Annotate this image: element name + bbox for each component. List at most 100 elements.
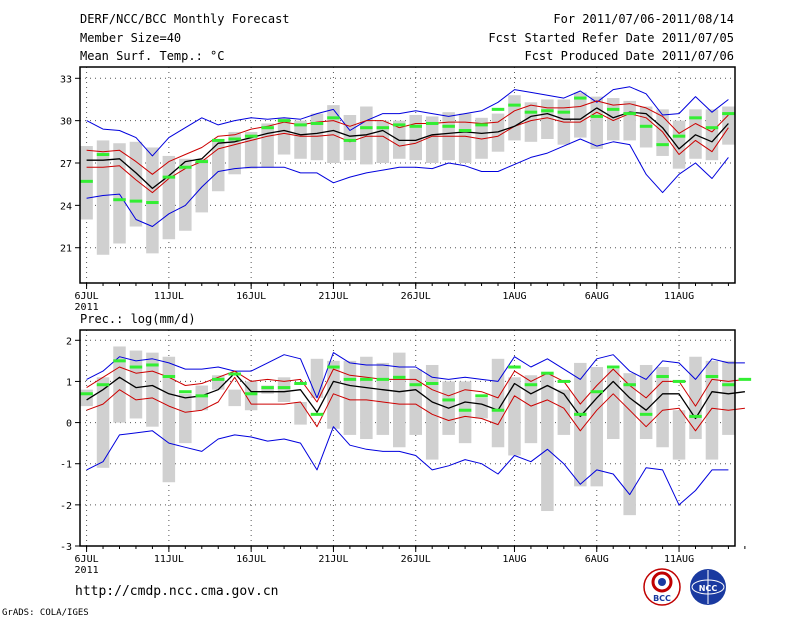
- spread-box: [623, 100, 636, 141]
- median-marker: [129, 199, 143, 203]
- median-marker: [162, 175, 176, 179]
- median-marker: [211, 138, 225, 142]
- median-marker: [343, 377, 357, 381]
- median-marker: [639, 412, 653, 416]
- median-marker: [656, 143, 669, 147]
- spread-box: [244, 381, 258, 411]
- median-marker: [442, 124, 455, 128]
- spread-box: [179, 158, 192, 231]
- max-line: [86, 86, 729, 157]
- median-marker: [228, 372, 241, 376]
- median-marker: [179, 165, 192, 169]
- x-tick-label: 21JUL: [318, 291, 348, 302]
- median-marker: [705, 374, 719, 378]
- median-marker: [261, 386, 274, 390]
- mean-line: [86, 107, 729, 190]
- bcc-logo-core: [658, 578, 666, 586]
- median-marker: [442, 398, 455, 402]
- median-marker: [113, 198, 126, 202]
- spread-box: [705, 109, 719, 161]
- spread-box: [294, 402, 307, 425]
- spread-box: [557, 389, 571, 435]
- median-marker: [541, 109, 554, 113]
- spread-box: [689, 109, 702, 159]
- median-marker: [689, 414, 702, 418]
- spread-box: [722, 360, 735, 435]
- bcc-logo-swirl: [651, 571, 673, 593]
- spread-box: [261, 385, 274, 394]
- chart-title: DERF/NCC/BCC Monthly Forecast: [80, 12, 290, 26]
- plot-frame: [79, 329, 736, 547]
- plot-frame: [79, 66, 736, 284]
- spread-box: [590, 96, 604, 149]
- y-tick-label: 33: [60, 74, 72, 85]
- median-marker: [393, 123, 406, 127]
- median-marker: [639, 124, 653, 128]
- median-marker: [689, 116, 702, 120]
- x-tick-label: 11AUG: [664, 291, 694, 302]
- median-marker: [360, 126, 373, 130]
- median-marker: [294, 123, 307, 127]
- median-marker: [310, 412, 324, 416]
- spread-box: [195, 385, 209, 411]
- median-marker: [606, 365, 620, 369]
- spread-box: [689, 356, 702, 440]
- y-tick-label: 30: [60, 117, 72, 128]
- forecast-period: For 2011/07/06-2011/08/14: [553, 12, 734, 26]
- median-marker: [475, 394, 488, 398]
- median-marker: [574, 412, 587, 416]
- spread-box: [310, 358, 324, 398]
- spread-box: [113, 346, 126, 423]
- median-marker: [574, 96, 587, 100]
- median-marker: [409, 383, 422, 387]
- member-size: Member Size=40: [80, 31, 181, 45]
- median-marker: [96, 383, 110, 387]
- spread-box: [96, 377, 110, 468]
- x-tick-label: 1AUG: [502, 554, 526, 565]
- spread-box: [162, 356, 176, 483]
- spread-box: [376, 362, 390, 435]
- y-tick-label: -1: [60, 460, 72, 471]
- spread-box: [639, 364, 653, 440]
- median-marker: [557, 110, 571, 114]
- spread-box: [162, 155, 176, 240]
- spread-box: [672, 410, 686, 460]
- spread-box: [360, 356, 373, 440]
- spread-box: [327, 105, 340, 163]
- sd-upper-line: [86, 100, 729, 175]
- spread-box: [294, 120, 307, 159]
- median-marker: [327, 365, 340, 369]
- median-marker: [277, 386, 291, 390]
- spread-box: [261, 123, 274, 168]
- spread-box: [541, 373, 554, 512]
- spread-box: [129, 141, 143, 227]
- median-marker: [705, 126, 719, 130]
- spread-box: [574, 92, 587, 138]
- x-tick-year: 2011: [75, 302, 99, 313]
- median-marker: [244, 392, 258, 396]
- y-tick-label: -3: [60, 542, 72, 553]
- produced-date: Fcst Produced Date 2011/07/06: [524, 49, 734, 63]
- median-marker: [113, 359, 126, 363]
- x-tick-label: 26JUL: [401, 554, 431, 565]
- median-marker: [458, 129, 472, 133]
- median-marker: [458, 408, 472, 412]
- median-marker: [606, 107, 620, 111]
- median-marker: [96, 153, 110, 157]
- median-marker: [524, 110, 538, 114]
- spread-box: [475, 117, 488, 159]
- median-marker: [195, 394, 209, 398]
- median-marker: [195, 160, 209, 164]
- spread-box: [195, 158, 209, 213]
- median-marker: [557, 379, 571, 383]
- variable-label: Mean Surf. Temp.: °C: [80, 49, 225, 63]
- median-marker: [491, 408, 505, 412]
- spread-box: [343, 115, 357, 161]
- median-marker: [590, 390, 604, 394]
- x-tick-label: 11JUL: [154, 291, 184, 302]
- x-tick-label: 6JUL: [75, 291, 99, 302]
- sd-lower-line: [86, 111, 729, 194]
- source-url: http://cmdp.ncc.cma.gov.cn: [75, 584, 279, 599]
